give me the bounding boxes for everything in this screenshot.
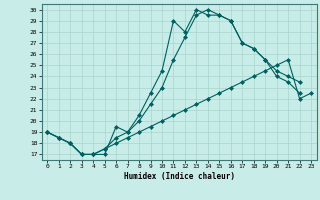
X-axis label: Humidex (Indice chaleur): Humidex (Indice chaleur)	[124, 172, 235, 181]
